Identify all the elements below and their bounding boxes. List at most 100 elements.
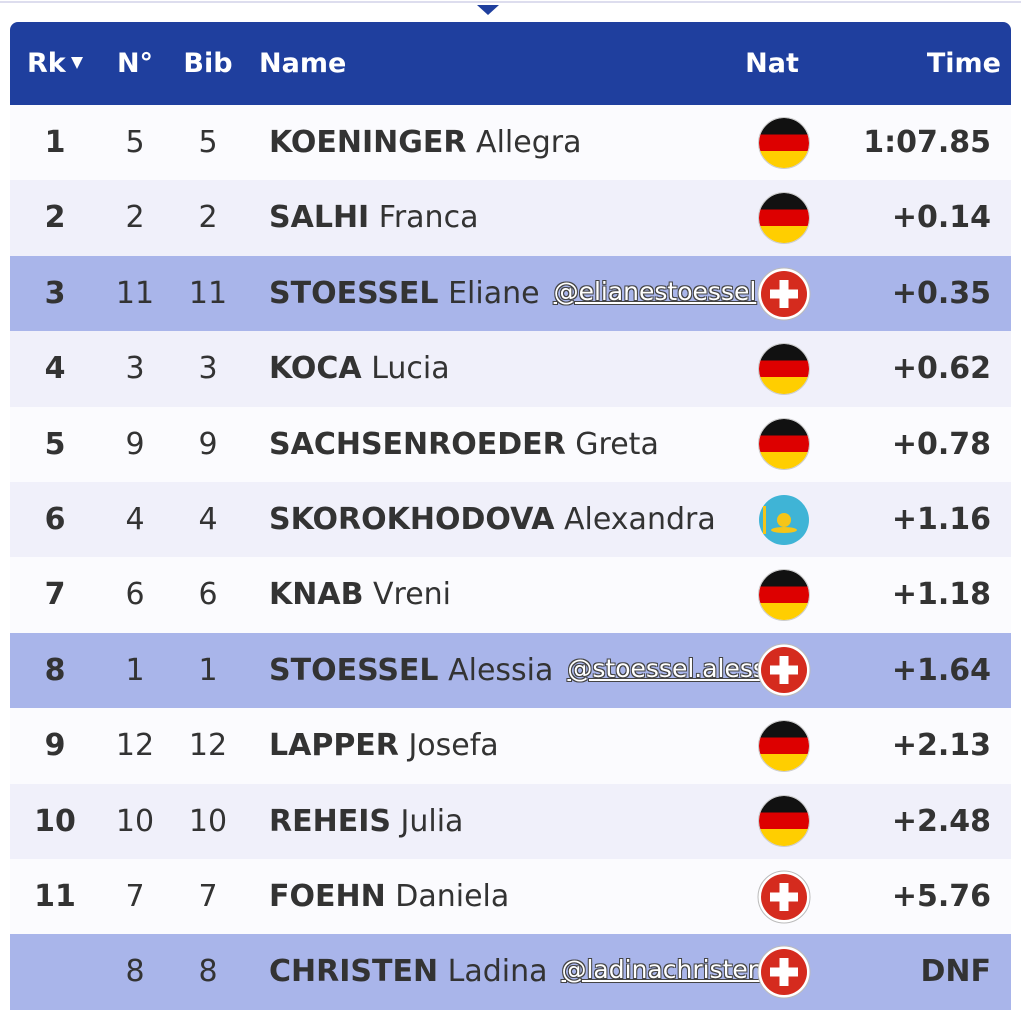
first-name: Eliane: [448, 275, 540, 311]
surname: KNAB: [269, 577, 364, 613]
bib: 7: [198, 879, 218, 914]
time: +2.13: [891, 728, 991, 764]
surname: CHRISTEN: [269, 954, 439, 990]
result-row[interactable]: 11 7 7 FOEHN Daniela +5.76: [10, 859, 1011, 935]
number: 5: [125, 125, 145, 160]
number: 8: [125, 954, 145, 990]
result-row[interactable]: 8 1 1 STOESSEL Alessia @stoessel.alessia +1.6…: [10, 632, 1011, 709]
rank: 2: [44, 200, 66, 236]
bib: 8: [198, 954, 218, 990]
header-no: N°: [116, 48, 154, 79]
bib: 4: [198, 502, 218, 537]
header-time: Time: [926, 48, 1001, 79]
bib: 1: [198, 652, 218, 688]
surname: KOCA: [269, 351, 362, 387]
athlete-name: KOENINGER Allegra: [269, 105, 581, 180]
rank: 3: [44, 275, 66, 311]
athlete-name: LAPPER Josefa: [269, 708, 499, 783]
bib: 2: [198, 200, 218, 236]
surname: SKOROKHODOVA: [269, 502, 555, 537]
time: +2.48: [891, 803, 991, 839]
social-handle: @elianestoessel: [553, 276, 757, 306]
surname: FOEHN: [269, 879, 386, 914]
top-bar: [0, 1, 1021, 15]
time: +5.76: [891, 879, 991, 914]
time: +1.64: [891, 652, 991, 688]
athlete-name: STOESSEL Alessia @stoessel.alessia: [269, 633, 788, 709]
first-name: Alessia: [448, 652, 554, 688]
surname: REHEIS: [269, 803, 391, 839]
first-name: Julia: [400, 803, 464, 839]
rank: 5: [44, 426, 66, 462]
athlete-name: FOEHN Daniela: [269, 859, 509, 934]
athlete-name: KNAB Vreni: [269, 557, 451, 632]
first-name: Alexandra: [564, 502, 716, 537]
first-name: Franca: [378, 200, 479, 236]
bib: 12: [188, 728, 228, 764]
header-bib: Bib: [183, 48, 233, 79]
result-row[interactable]: 4 3 3 KOCA Lucia +0.62: [10, 331, 1011, 407]
first-name: Ladina: [447, 954, 548, 990]
time: 1:07.85: [863, 125, 991, 160]
bib: 9: [198, 426, 218, 462]
bib: 11: [188, 275, 228, 311]
time: +1.16: [891, 502, 991, 537]
athlete-name: REHEIS Julia: [269, 784, 463, 859]
first-name: Daniela: [395, 879, 510, 914]
surname: STOESSEL: [269, 652, 439, 688]
athlete-name: CHRISTEN Ladina @ladinachristen: [269, 934, 764, 1010]
number: 7: [125, 879, 145, 914]
number: 2: [125, 200, 145, 236]
bib: 10: [188, 803, 228, 839]
surname: SACHSENROEDER: [269, 426, 566, 462]
athlete-name: SALHI Franca: [269, 180, 478, 255]
header-nat: Nat: [745, 48, 799, 79]
athlete-name: STOESSEL Eliane @elianestoessel: [269, 256, 756, 332]
surname: LAPPER: [269, 728, 399, 764]
surname: SALHI: [269, 200, 370, 236]
result-row[interactable]: 3 11 11 STOESSEL Eliane @elianestoessel +0.35: [10, 255, 1011, 332]
result-row[interactable]: 6 4 4 SKOROKHODOVA Alexandra +1.16: [10, 482, 1011, 558]
header-name: Name: [259, 48, 347, 79]
time: DNF: [920, 954, 991, 990]
number: 12: [115, 728, 155, 764]
result-row[interactable]: 9 12 12 LAPPER Josefa +2.13: [10, 708, 1011, 784]
athlete-name: KOCA Lucia: [269, 331, 450, 406]
rank: 8: [44, 652, 66, 688]
time: +0.35: [891, 275, 991, 311]
rank: 9: [44, 728, 66, 764]
first-name: Greta: [575, 426, 659, 462]
number: 1: [125, 652, 145, 688]
result-row[interactable]: 10 10 10 REHEIS Julia +2.48: [10, 783, 1011, 859]
time: +0.14: [891, 200, 991, 236]
header-rk[interactable]: Rk: [27, 48, 66, 79]
bib: 6: [198, 577, 218, 613]
result-row[interactable]: 8 8 CHRISTEN Ladina @ladinachristen DNF: [10, 934, 1011, 1010]
result-row[interactable]: 2 2 2 SALHI Franca +0.14: [10, 180, 1011, 256]
surname: KOENINGER: [269, 125, 467, 160]
athlete-name: SACHSENROEDER Greta: [269, 407, 659, 482]
number: 4: [125, 502, 145, 537]
result-row[interactable]: 5 9 9 SACHSENROEDER Greta +0.78: [10, 406, 1011, 482]
result-row[interactable]: 7 6 6 KNAB Vreni +1.18: [10, 557, 1011, 633]
rank: 7: [44, 577, 66, 613]
first-name: Allegra: [476, 125, 582, 160]
time: +0.78: [891, 426, 991, 462]
number: 3: [125, 351, 145, 387]
athlete-name: SKOROKHODOVA Alexandra: [269, 482, 716, 557]
result-row[interactable]: 1 5 5 KOENINGER Allegra 1:07.85: [10, 105, 1011, 181]
sort-icon: [71, 57, 83, 69]
time: +0.62: [891, 351, 991, 387]
time: +1.18: [891, 577, 991, 613]
rank: 6: [44, 502, 66, 537]
number: 6: [125, 577, 145, 613]
rank: 10: [34, 803, 76, 839]
rank: 11: [34, 879, 76, 914]
rank: 1: [44, 125, 66, 160]
first-name: Vreni: [373, 577, 452, 613]
first-name: Lucia: [371, 351, 450, 387]
bib: 3: [198, 351, 218, 387]
